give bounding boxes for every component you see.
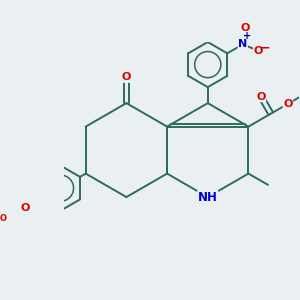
Text: O: O xyxy=(254,46,263,56)
Text: −: − xyxy=(260,41,271,54)
Text: N: N xyxy=(238,39,248,50)
Text: O: O xyxy=(283,99,292,109)
Text: O: O xyxy=(122,72,131,82)
Text: NH: NH xyxy=(198,190,218,204)
Text: O: O xyxy=(21,203,30,213)
Text: O: O xyxy=(240,23,250,33)
Text: O: O xyxy=(256,92,266,102)
Text: O: O xyxy=(0,214,7,224)
Text: +: + xyxy=(243,31,251,41)
